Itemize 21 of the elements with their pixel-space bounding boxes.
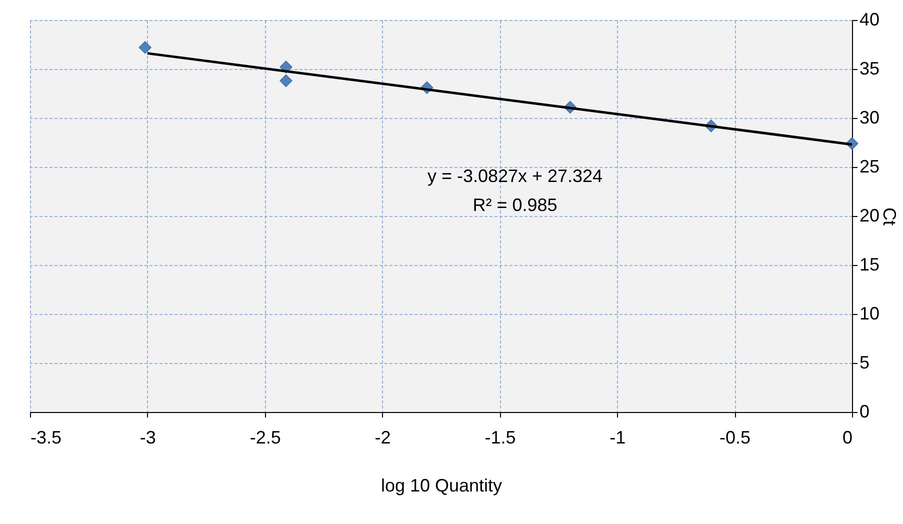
- annotation: R² = 0.985: [472, 195, 558, 215]
- y-tick-label: 15: [860, 254, 880, 274]
- x-tick-label: -3.5: [30, 428, 62, 448]
- x-axis-title: log 10 Quantity: [380, 476, 502, 496]
- y-tick-label: 25: [860, 156, 880, 176]
- y-tick-label: 0: [860, 402, 870, 422]
- annotation: y = -3.0827x + 27.324: [427, 166, 603, 186]
- x-tick-label: -2.5: [250, 428, 281, 448]
- y-axis-title: Ct: [880, 208, 900, 226]
- x-tick-label: -2: [374, 428, 391, 448]
- y-tick-label: 20: [860, 206, 880, 226]
- y-tick-label: 35: [860, 58, 880, 78]
- x-tick-label: -0.5: [720, 428, 751, 448]
- y-tick-label: 10: [860, 304, 880, 324]
- y-tick-label: 40: [860, 10, 880, 30]
- x-tick-label: -3: [140, 428, 156, 448]
- y-tick-label: 30: [860, 108, 880, 128]
- x-tick-label: -1.5: [484, 428, 516, 448]
- x-tick-label: 0: [842, 428, 852, 448]
- x-tick-label: -1: [610, 428, 626, 448]
- y-tick-label: 5: [860, 352, 870, 372]
